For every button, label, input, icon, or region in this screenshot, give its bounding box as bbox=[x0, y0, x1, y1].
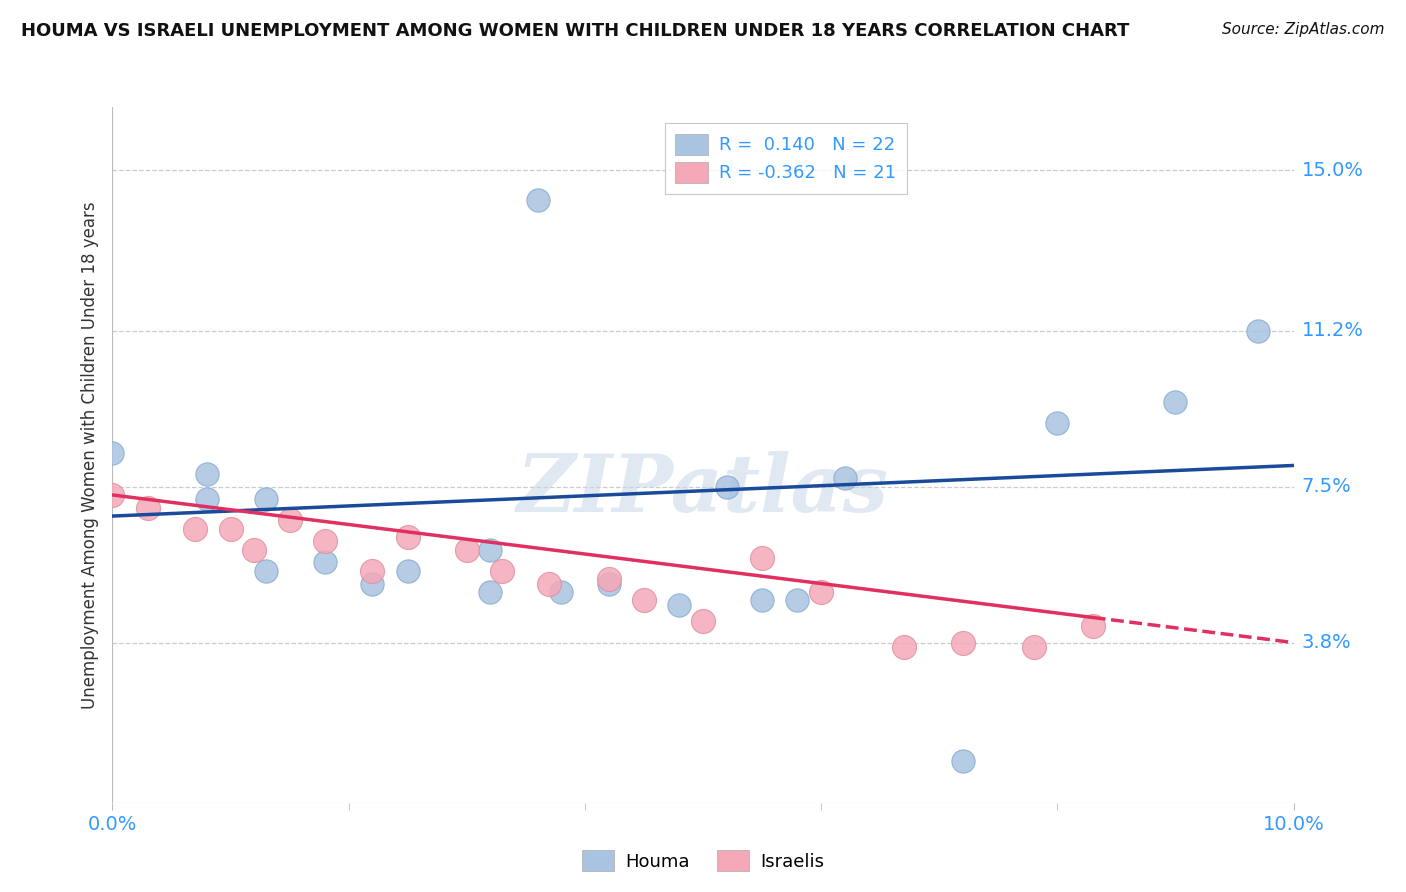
Point bbox=[101, 488, 124, 502]
Text: 11.2%: 11.2% bbox=[1302, 321, 1364, 340]
Point bbox=[834, 471, 856, 485]
Point bbox=[952, 754, 974, 768]
Text: Source: ZipAtlas.com: Source: ZipAtlas.com bbox=[1222, 22, 1385, 37]
Point bbox=[254, 492, 277, 507]
Point bbox=[810, 585, 832, 599]
Point bbox=[254, 564, 277, 578]
Point bbox=[195, 492, 218, 507]
Point bbox=[278, 513, 301, 527]
Point bbox=[1081, 618, 1104, 632]
Point bbox=[479, 542, 502, 557]
Point bbox=[479, 585, 502, 599]
Point bbox=[751, 551, 773, 566]
Text: HOUMA VS ISRAELI UNEMPLOYMENT AMONG WOMEN WITH CHILDREN UNDER 18 YEARS CORRELATI: HOUMA VS ISRAELI UNEMPLOYMENT AMONG WOME… bbox=[21, 22, 1129, 40]
Point bbox=[668, 598, 690, 612]
Text: 15.0%: 15.0% bbox=[1302, 161, 1364, 180]
Point bbox=[396, 530, 419, 544]
Point bbox=[526, 193, 548, 207]
Point bbox=[195, 467, 218, 481]
Point bbox=[1247, 324, 1270, 338]
Point bbox=[361, 576, 384, 591]
Point bbox=[314, 534, 336, 549]
Text: ZIPatlas: ZIPatlas bbox=[517, 451, 889, 528]
Point bbox=[136, 500, 159, 515]
Point bbox=[598, 572, 620, 586]
Point bbox=[786, 593, 808, 607]
Point bbox=[1164, 395, 1187, 409]
Y-axis label: Unemployment Among Women with Children Under 18 years: Unemployment Among Women with Children U… bbox=[80, 201, 98, 709]
Point bbox=[598, 576, 620, 591]
Point bbox=[361, 564, 384, 578]
Point bbox=[751, 593, 773, 607]
Text: 7.5%: 7.5% bbox=[1302, 477, 1351, 496]
Point bbox=[538, 576, 561, 591]
Point bbox=[219, 522, 242, 536]
Point bbox=[491, 564, 513, 578]
Point bbox=[550, 585, 572, 599]
Point bbox=[716, 479, 738, 493]
Point bbox=[243, 542, 266, 557]
Point bbox=[692, 615, 714, 629]
Point bbox=[1022, 640, 1045, 654]
Legend: R =  0.140   N = 22, R = -0.362   N = 21: R = 0.140 N = 22, R = -0.362 N = 21 bbox=[665, 123, 907, 194]
Point bbox=[456, 542, 478, 557]
Point bbox=[633, 593, 655, 607]
Point bbox=[101, 446, 124, 460]
Text: 3.8%: 3.8% bbox=[1302, 633, 1351, 652]
Point bbox=[1046, 417, 1069, 431]
Point bbox=[314, 556, 336, 570]
Point bbox=[952, 635, 974, 649]
Point bbox=[184, 522, 207, 536]
Legend: Houma, Israelis: Houma, Israelis bbox=[575, 843, 831, 879]
Point bbox=[396, 564, 419, 578]
Point bbox=[893, 640, 915, 654]
